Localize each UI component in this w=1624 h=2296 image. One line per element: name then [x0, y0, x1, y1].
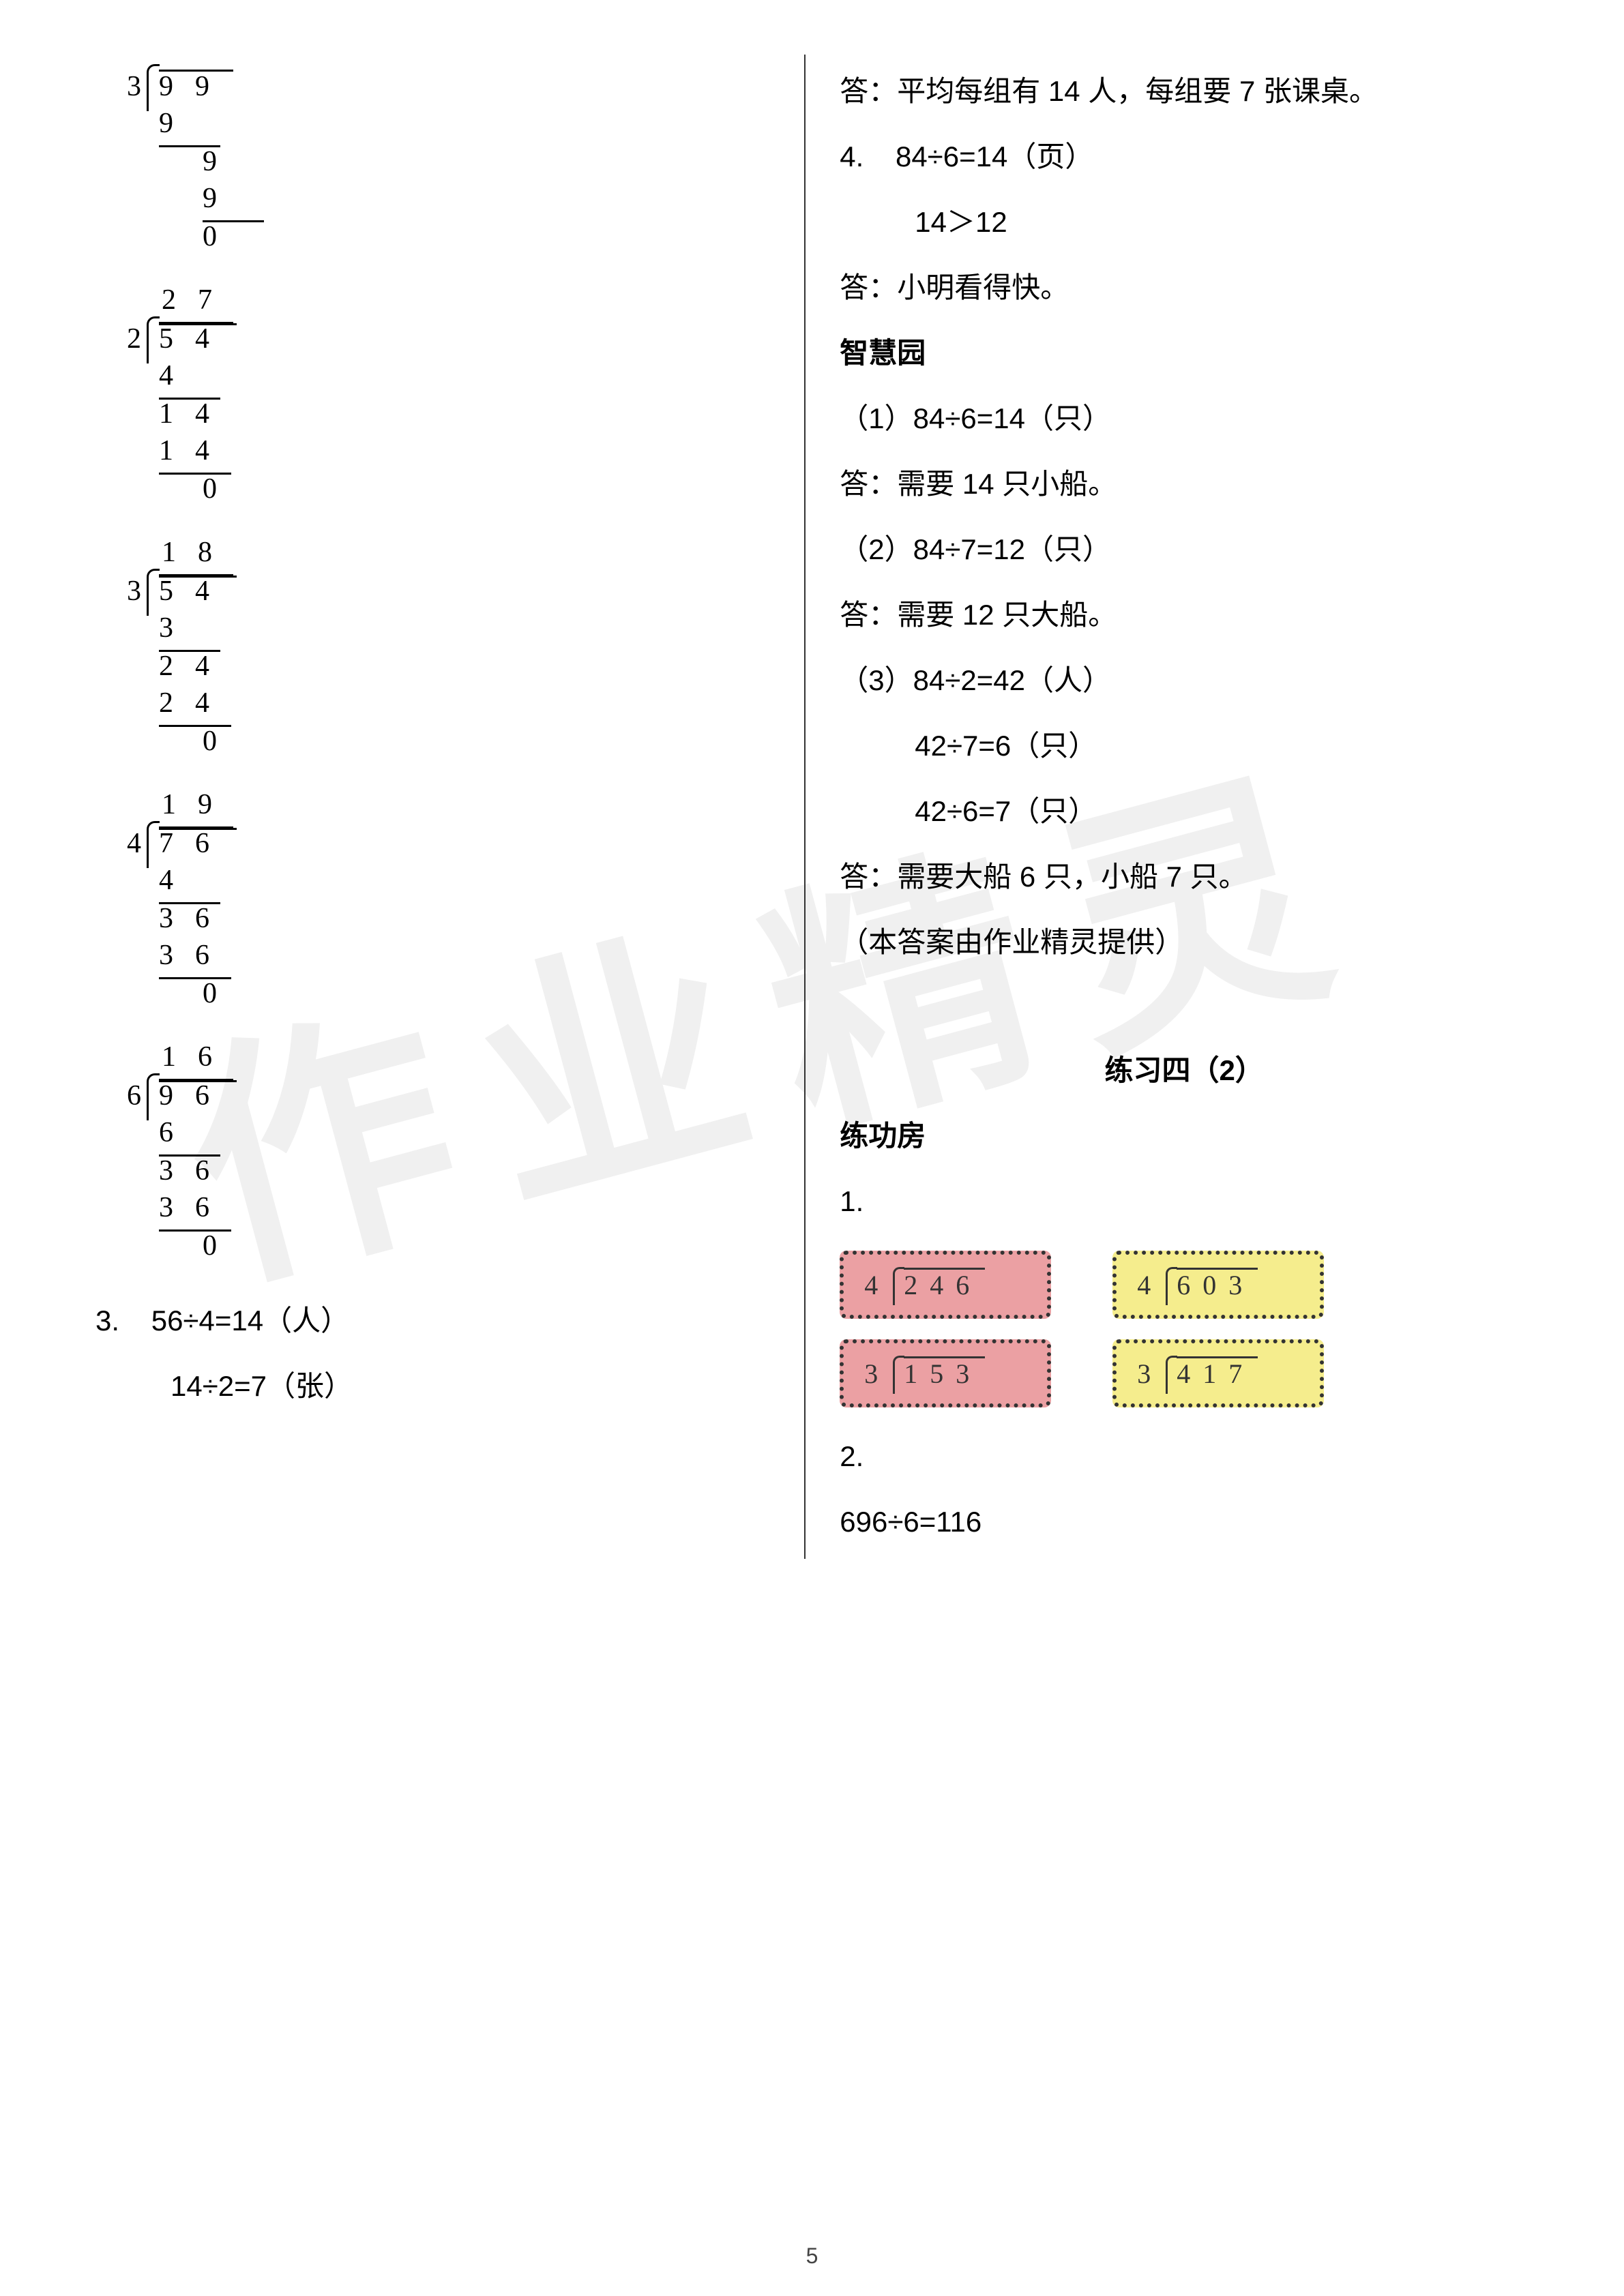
wisdom-3-sub1: 42÷7=6（只） — [840, 717, 1529, 775]
box-divisor: 4 — [864, 1269, 890, 1301]
box-dividend: 417 — [1177, 1358, 1254, 1389]
section-title-practice: 练功房 — [840, 1107, 1529, 1165]
work-line: 0 — [203, 972, 239, 1015]
box-divisor: 3 — [1137, 1358, 1163, 1390]
wisdom-3-ans: 答：需要大船 6 只，小船 7 只。 — [840, 848, 1529, 906]
wisdom-1-eq: （1）84÷6=14（只） — [840, 390, 1529, 447]
section-title-wisdom: 智慧园 — [840, 325, 1529, 382]
long-division-4: 19 4 76 4 36 36 0 — [119, 788, 750, 1013]
long-division-1: 3 99 9 9 9 0 — [119, 68, 750, 256]
long-division-2: 27 2 54 4 14 14 0 — [119, 283, 750, 508]
label: 3. — [95, 1304, 119, 1337]
dividend: 54 — [159, 323, 231, 355]
problem-4-answer: 答：小明看得快。 — [840, 259, 1529, 316]
divisor: 4 — [119, 822, 147, 865]
q2-label: 2. — [840, 1428, 1529, 1485]
right-column: 答：平均每组有 14 人，每组要 7 张课桌。 4. 84÷6=14（页） 14… — [804, 55, 1529, 1559]
wisdom-2-ans: 答：需要 12 只大船。 — [840, 586, 1529, 644]
work-line: 0 — [203, 468, 239, 511]
wisdom-1-ans: 答：需要 14 只小船。 — [840, 456, 1529, 513]
divisor: 6 — [119, 1075, 147, 1118]
page-content: 3 99 9 9 9 0 27 2 54 4 14 14 0 18 3 54 — [95, 55, 1529, 1559]
wisdom-3-sub2: 42÷6=7（只） — [840, 783, 1529, 840]
division-box-row-2: 3 153 3 417 — [840, 1339, 1529, 1407]
equation: 56÷4=14（人） — [151, 1304, 349, 1337]
q2-equation: 696÷6=116 — [840, 1493, 1529, 1551]
work-line: 0 — [203, 1225, 239, 1268]
problem-3-line2: 14÷2=7（张） — [95, 1358, 750, 1415]
dividend: 99 — [159, 71, 231, 102]
long-division-5: 16 6 96 6 36 36 0 — [119, 1040, 750, 1265]
divisor: 3 — [119, 65, 147, 108]
division-box-row-1: 4 246 4 603 — [840, 1251, 1529, 1319]
credit-line: （本答案由作业精灵提供） — [840, 914, 1529, 971]
division-box: 4 603 — [1112, 1251, 1324, 1319]
work-line: 0 — [203, 215, 239, 258]
problem-3-label: 3. 56÷4=14（人） — [95, 1292, 750, 1350]
problem-4: 4. 84÷6=14（页） — [840, 128, 1529, 185]
long-division-3: 18 3 54 3 24 24 0 — [119, 535, 750, 760]
practice-title: 练习四（2） — [840, 1042, 1529, 1099]
wisdom-3-eq: （3）84÷2=42（人） — [840, 652, 1529, 709]
wisdom-2-eq: （2）84÷7=12（只） — [840, 521, 1529, 578]
answer-line: 答：平均每组有 14 人，每组要 7 张课桌。 — [840, 63, 1529, 120]
work-line: 0 — [203, 720, 239, 763]
left-column: 3 99 9 9 9 0 27 2 54 4 14 14 0 18 3 54 — [95, 55, 763, 1559]
box-divisor: 3 — [864, 1358, 890, 1390]
page-number: 5 — [806, 2243, 818, 2269]
box-dividend: 153 — [904, 1358, 981, 1389]
problem-4-line2: 14＞12 — [840, 194, 1529, 251]
dividend: 76 — [159, 828, 231, 859]
division-box: 4 246 — [840, 1251, 1051, 1319]
box-dividend: 246 — [904, 1270, 981, 1300]
q1-label: 1. — [840, 1173, 1529, 1230]
box-divisor: 4 — [1137, 1269, 1163, 1301]
box-dividend: 603 — [1177, 1270, 1254, 1300]
equation: 84÷6=14（页） — [896, 140, 1093, 173]
divisor: 2 — [119, 318, 147, 361]
dividend: 54 — [159, 576, 231, 607]
dividend: 96 — [159, 1080, 231, 1112]
division-box: 3 153 — [840, 1339, 1051, 1407]
divisor: 3 — [119, 570, 147, 613]
label: 4. — [840, 140, 863, 173]
division-box: 3 417 — [1112, 1339, 1324, 1407]
